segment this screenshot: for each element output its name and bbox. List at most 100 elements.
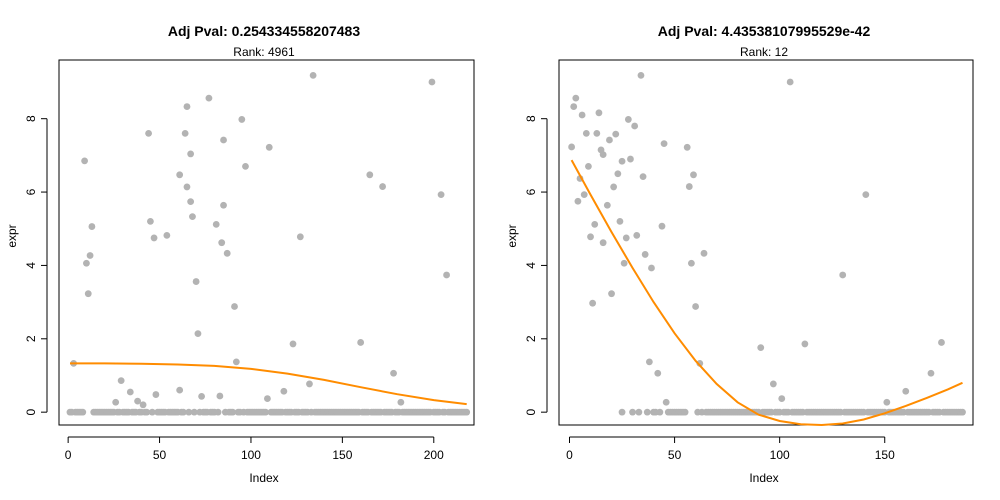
data-point — [223, 249, 231, 257]
data-point — [220, 136, 227, 144]
data-point — [927, 369, 935, 377]
data-point — [606, 136, 613, 144]
data-point — [212, 220, 220, 228]
data-point — [112, 398, 120, 406]
data-point — [778, 395, 786, 402]
panel-title: Adj Pval: 4.43538107995529e-42 — [658, 23, 871, 39]
x-tick-label: 200 — [424, 448, 444, 462]
data-point — [86, 252, 94, 259]
data-point — [148, 408, 156, 416]
data-point — [643, 408, 651, 416]
panel-right: Adj Pval: 4.43538107995529e-42 Rank: 12 … — [505, 23, 974, 485]
data-point — [614, 170, 622, 178]
y-tick-label: 2 — [524, 335, 538, 342]
data-point — [574, 197, 582, 205]
data-point — [902, 387, 910, 395]
panel-left: Adj Pval: 0.254334558207483 Rank: 4961 I… — [5, 23, 475, 485]
x-tick-label: 150 — [332, 448, 352, 462]
data-point — [229, 408, 237, 416]
data-point — [88, 223, 96, 230]
data-point — [309, 72, 317, 79]
data-point — [608, 290, 615, 298]
x-tick-label: 50 — [153, 448, 167, 462]
data-point — [463, 408, 471, 416]
data-point — [179, 408, 187, 416]
x-tick-label: 100 — [770, 448, 790, 462]
data-point — [397, 398, 405, 406]
data-point — [139, 401, 147, 409]
data-point — [580, 191, 588, 199]
data-point — [660, 140, 668, 148]
data-point — [633, 231, 641, 239]
panel-subtitle: Rank: 12 — [740, 45, 788, 59]
y-tick-label: 8 — [24, 115, 38, 122]
y-tick-label: 0 — [24, 409, 38, 416]
data-point — [631, 122, 639, 130]
data-point — [696, 359, 704, 367]
data-point — [366, 171, 374, 179]
data-point — [238, 116, 246, 123]
data-point — [645, 358, 653, 366]
data-point — [883, 398, 891, 406]
data-point — [568, 143, 576, 151]
data-point — [662, 398, 670, 406]
data-point — [593, 129, 601, 137]
data-point — [280, 387, 288, 395]
data-point — [185, 408, 193, 416]
data-point — [264, 395, 271, 402]
data-point — [143, 408, 151, 416]
data-point — [289, 340, 297, 348]
data-point — [683, 143, 691, 151]
data-point — [578, 111, 586, 119]
data-point — [769, 380, 777, 388]
data-point — [627, 155, 634, 163]
panel-title: Adj Pval: 0.254334558207483 — [168, 23, 360, 39]
data-point — [629, 408, 636, 416]
data-point — [585, 162, 592, 170]
data-point — [648, 264, 655, 272]
x-tick-label: 50 — [668, 448, 682, 462]
data-point — [84, 290, 92, 298]
data-point — [443, 271, 450, 279]
y-tick-label: 0 — [524, 409, 538, 416]
data-point — [687, 259, 695, 267]
data-point — [117, 377, 125, 385]
data-point — [591, 220, 599, 228]
data-point — [639, 173, 647, 181]
y-tick-label: 6 — [24, 188, 38, 195]
data-point — [390, 369, 397, 377]
data-point — [654, 369, 662, 377]
data-point — [587, 233, 594, 241]
data-point — [641, 251, 649, 258]
data-point — [757, 344, 765, 351]
y-tick-label: 2 — [24, 335, 38, 342]
data-point — [620, 259, 628, 267]
data-point — [622, 234, 630, 242]
data-point — [599, 151, 607, 159]
plot-frame — [558, 59, 974, 426]
data-point — [183, 103, 191, 110]
data-point — [635, 408, 643, 416]
data-point — [79, 408, 87, 416]
data-point — [700, 249, 708, 257]
data-point — [624, 116, 632, 123]
data-point — [296, 233, 304, 241]
data-point — [189, 213, 196, 221]
data-point — [637, 72, 645, 79]
data-point — [582, 129, 590, 137]
data-point — [218, 239, 226, 247]
x-tick-label: 100 — [241, 448, 261, 462]
y-tick-label: 4 — [24, 262, 38, 269]
data-point — [190, 408, 198, 416]
data-point — [126, 388, 134, 396]
data-point — [150, 234, 158, 242]
data-point — [242, 162, 249, 170]
data-point — [83, 259, 90, 267]
data-point — [205, 94, 213, 102]
data-point — [599, 239, 607, 247]
data-point — [959, 408, 966, 416]
data-point — [595, 109, 603, 117]
data-point — [690, 171, 697, 179]
panel-subtitle: Rank: 4961 — [233, 45, 295, 59]
